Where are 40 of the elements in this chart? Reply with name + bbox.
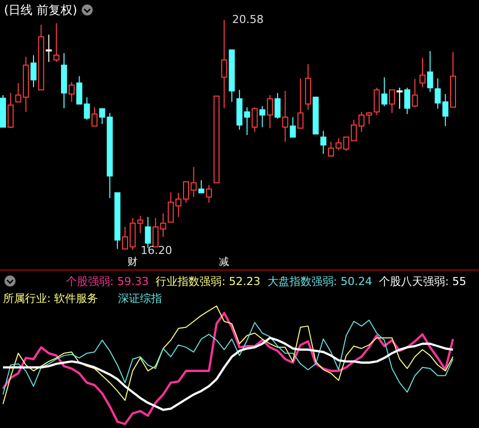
candlestick: [282, 90, 288, 142]
candlestick: [99, 108, 106, 124]
text: 减: [219, 256, 230, 268]
candlestick: [68, 81, 75, 102]
candlestick: [297, 78, 304, 129]
candlestick: [396, 87, 403, 110]
candlestick: [259, 106, 266, 128]
chart-title: (日线 前复权): [4, 3, 78, 17]
candlestick: [30, 54, 37, 88]
candlestick: [442, 94, 448, 127]
candlestick: [206, 184, 212, 204]
candlestick: [434, 78, 441, 110]
text: 深证综指: [118, 292, 162, 305]
candlestick: [374, 87, 380, 116]
candlestick: [412, 78, 418, 108]
candlestick: [274, 92, 281, 120]
text: 个股八天强弱: 55: [379, 275, 466, 288]
annotation: 20.58: [232, 13, 264, 26]
text: 个股强弱: 59.33: [66, 275, 149, 288]
annotation: 16.20: [140, 244, 172, 257]
candlestick: [46, 34, 52, 63]
candlestick: [53, 22, 60, 63]
candlestick: [290, 116, 296, 138]
text: 行业指数强弱: 52.23: [156, 275, 260, 288]
candlestick: [419, 57, 426, 88]
candlestick: [137, 215, 144, 234]
candlestick: [404, 87, 410, 114]
candlestick: [427, 50, 434, 92]
candlestick: [320, 130, 326, 154]
candlestick: [8, 92, 14, 129]
candlestick: [388, 89, 395, 114]
text: 大盘指数强弱: 50.24: [267, 275, 372, 288]
candlestick: [252, 106, 258, 132]
text: 所属行业: 软件服务: [3, 292, 98, 305]
candlestick: [198, 180, 204, 194]
candlestick: [266, 94, 273, 129]
candlestick: [381, 76, 388, 107]
text: 财: [128, 256, 138, 268]
candlestick: [221, 20, 228, 109]
candlestick: [92, 106, 98, 127]
